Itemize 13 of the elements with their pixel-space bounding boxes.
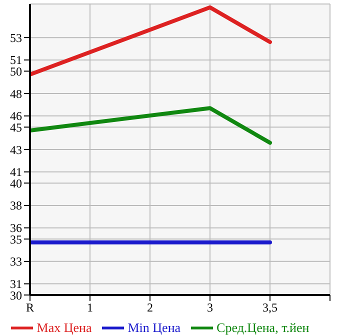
- legend-label: Сред.Цена, т.йен: [216, 320, 310, 335]
- x-tick-label: 3,5: [262, 300, 278, 315]
- y-tick-label: 43: [10, 142, 22, 157]
- y-tick-label: 33: [10, 254, 22, 269]
- legend-label: Min Цена: [128, 320, 181, 335]
- x-tick-label: R: [26, 300, 34, 315]
- y-tick-label: 53: [10, 30, 22, 45]
- y-tick-label: 38: [10, 198, 22, 213]
- x-tick-label: 2: [147, 300, 153, 315]
- x-tick-label: 3: [207, 300, 213, 315]
- legend-label: Max Цена: [36, 320, 92, 335]
- x-tick-label: 1: [87, 300, 93, 315]
- y-tick-label: 48: [10, 86, 22, 101]
